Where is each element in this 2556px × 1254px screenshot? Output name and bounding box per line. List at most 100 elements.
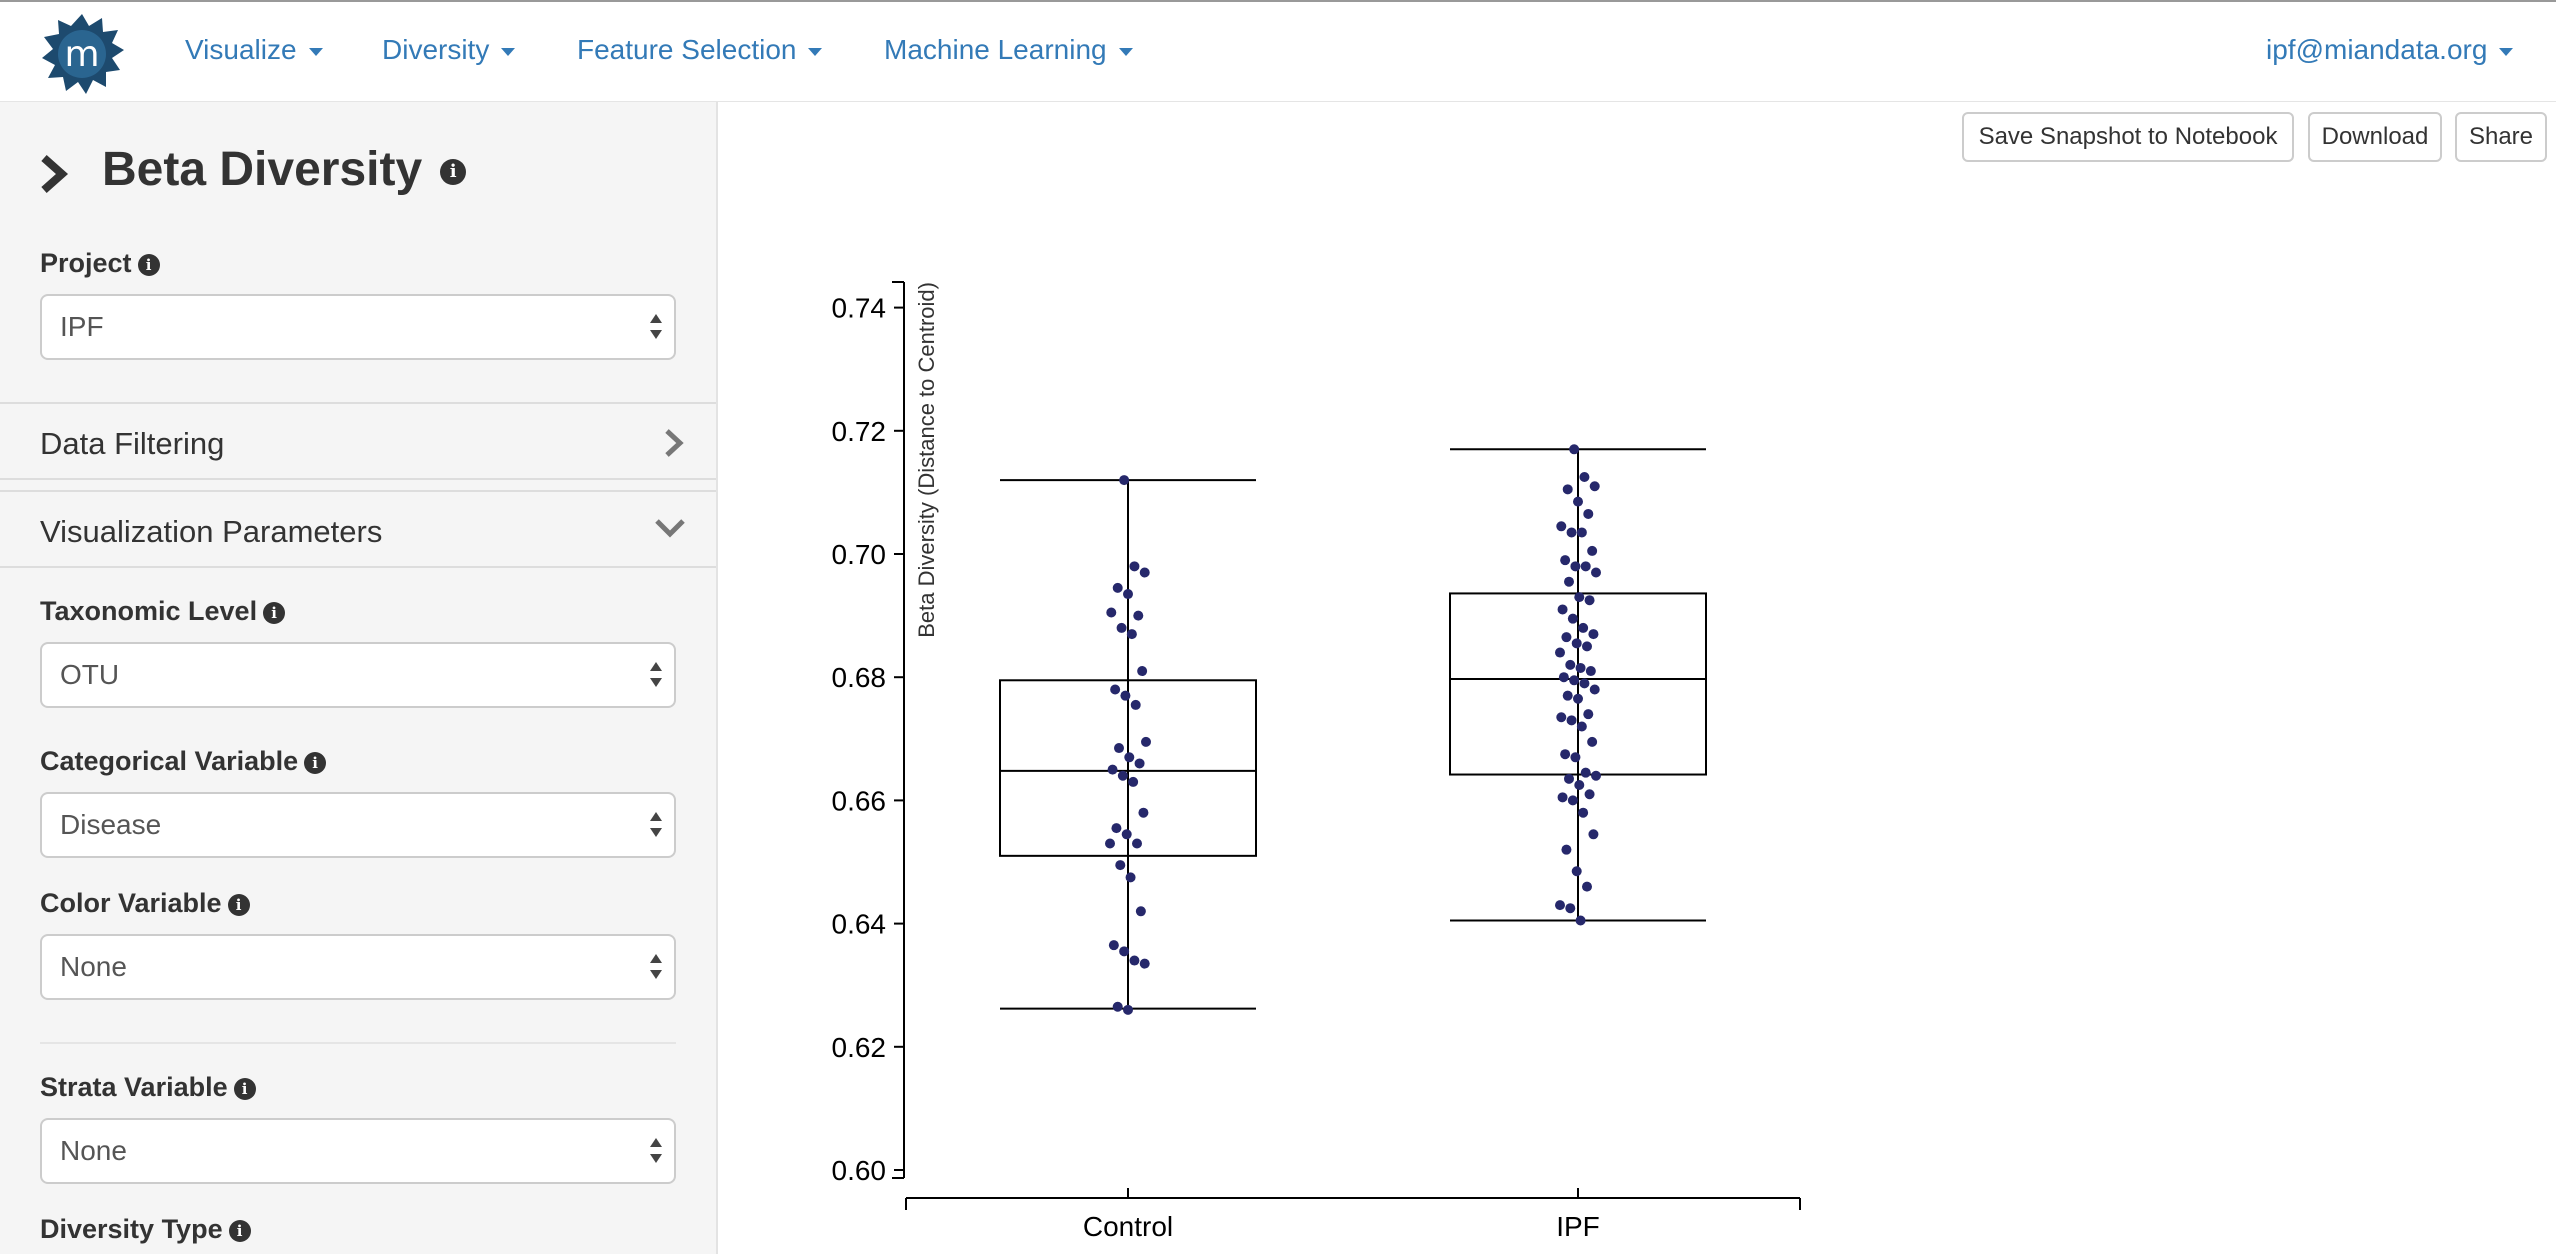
page-title-text: Beta Diversity xyxy=(102,143,423,196)
y-tick-label: 0.66 xyxy=(832,785,887,816)
sidebar: Beta Diversity i Project i IPF Data Filter… xyxy=(0,102,718,1254)
y-tick-label: 0.62 xyxy=(832,1032,887,1063)
info-icon[interactable]: i xyxy=(228,1219,251,1242)
data-point xyxy=(1139,567,1150,578)
taxonomic-level-label-text: Taxonomic Level xyxy=(40,596,258,626)
data-point xyxy=(1564,576,1574,587)
data-point xyxy=(1589,481,1600,492)
data-point xyxy=(1569,675,1580,686)
data-point xyxy=(1561,632,1572,643)
nav-machine-learning-label: Machine Learning xyxy=(884,34,1107,65)
data-point xyxy=(1587,736,1598,747)
caret-down-icon xyxy=(501,47,516,56)
data-point xyxy=(1565,903,1576,914)
data-point xyxy=(1579,472,1590,482)
info-icon[interactable]: i xyxy=(440,159,467,186)
visualization-parameters-title: Visualization Parameters xyxy=(40,514,383,549)
select-arrows-icon xyxy=(650,954,664,982)
nav-feature-selection[interactable]: Feature Selection xyxy=(577,34,823,66)
data-point xyxy=(1556,521,1567,532)
categorical-variable-label: Categorical Variable i xyxy=(40,746,327,777)
project-label-text: Project xyxy=(40,248,132,278)
data-point xyxy=(1591,567,1601,578)
diversity-type-label-text: Diversity Type xyxy=(40,1214,223,1244)
data-point xyxy=(1571,866,1582,877)
data-point xyxy=(1121,829,1132,840)
user-menu[interactable]: ipf@miandata.org xyxy=(2266,34,2514,66)
data-point xyxy=(1106,607,1117,618)
data-point xyxy=(1558,672,1569,683)
data-point xyxy=(1573,693,1583,704)
select-arrows-icon xyxy=(650,314,664,342)
nav-diversity[interactable]: Diversity xyxy=(382,34,516,66)
data-point xyxy=(1133,610,1144,621)
data-point xyxy=(1580,767,1591,778)
color-variable-label-text: Color Variable xyxy=(40,888,222,918)
logo-icon[interactable]: m xyxy=(40,12,124,96)
data-point xyxy=(1125,872,1136,883)
data-point xyxy=(1555,900,1565,911)
data-point xyxy=(1569,444,1580,455)
data-point xyxy=(1564,773,1574,784)
caret-down-icon xyxy=(2499,47,2514,56)
nav-visualize-label: Visualize xyxy=(185,34,297,65)
x-tick-label: Control xyxy=(1083,1211,1173,1242)
info-icon[interactable]: i xyxy=(263,601,286,624)
nav-machine-learning[interactable]: Machine Learning xyxy=(884,34,1133,66)
data-point xyxy=(1582,881,1592,892)
data-point xyxy=(1575,915,1586,926)
categorical-variable-select[interactable]: Disease xyxy=(40,792,676,858)
info-icon[interactable]: i xyxy=(304,751,327,774)
data-point xyxy=(1582,641,1592,652)
data-point xyxy=(1575,662,1586,673)
data-point xyxy=(1588,629,1599,640)
data-point xyxy=(1591,770,1601,781)
data-point xyxy=(1132,838,1142,849)
data-point xyxy=(1119,946,1130,957)
data-point xyxy=(1589,684,1600,695)
data-point xyxy=(1112,1001,1123,1012)
data-point xyxy=(1588,829,1599,840)
strata-variable-label-text: Strata Variable xyxy=(40,1072,228,1102)
data-point xyxy=(1578,807,1589,818)
project-select[interactable]: IPF xyxy=(40,294,676,360)
data-point xyxy=(1129,955,1140,966)
nav-visualize[interactable]: Visualize xyxy=(185,34,323,66)
logo-letter: m xyxy=(64,34,99,75)
caret-down-icon xyxy=(1118,47,1133,56)
visualization-parameters-panel[interactable]: Visualization Parameters xyxy=(0,490,716,568)
data-point xyxy=(1576,721,1587,732)
data-point xyxy=(1566,715,1577,726)
info-icon[interactable]: i xyxy=(233,1077,256,1100)
project-select-value: IPF xyxy=(60,311,104,342)
color-variable-select[interactable]: None xyxy=(40,934,676,1000)
chevron-right-icon xyxy=(665,429,684,457)
info-icon[interactable]: i xyxy=(137,253,160,276)
data-point xyxy=(1585,666,1596,677)
save-snapshot-button[interactable]: Save Snapshot to Notebook xyxy=(1962,112,2294,162)
color-variable-label: Color Variable i xyxy=(40,888,250,919)
taxonomic-level-value: OTU xyxy=(60,659,120,690)
taxonomic-level-select[interactable]: OTU xyxy=(40,642,676,708)
data-point xyxy=(1555,647,1565,658)
download-button[interactable]: Download xyxy=(2308,112,2442,162)
data-point xyxy=(1560,749,1571,760)
data-point xyxy=(1560,555,1571,566)
info-icon[interactable]: i xyxy=(227,893,250,916)
data-point xyxy=(1107,764,1118,775)
select-arrows-icon xyxy=(650,662,664,690)
data-point xyxy=(1117,770,1128,781)
data-point xyxy=(1119,475,1130,486)
data-filtering-panel[interactable]: Data Filtering xyxy=(0,402,716,480)
chevron-right-icon[interactable] xyxy=(36,154,72,194)
y-tick-label: 0.74 xyxy=(832,293,887,324)
nav-feature-selection-label: Feature Selection xyxy=(577,34,797,65)
strata-variable-select[interactable]: None xyxy=(40,1118,676,1184)
data-point xyxy=(1116,622,1127,633)
y-tick-label: 0.68 xyxy=(832,662,887,693)
data-point xyxy=(1571,638,1582,649)
data-point xyxy=(1567,613,1578,624)
y-tick-label: 0.70 xyxy=(832,539,887,570)
categorical-variable-label-text: Categorical Variable xyxy=(40,746,299,776)
share-button[interactable]: Share xyxy=(2455,112,2547,162)
